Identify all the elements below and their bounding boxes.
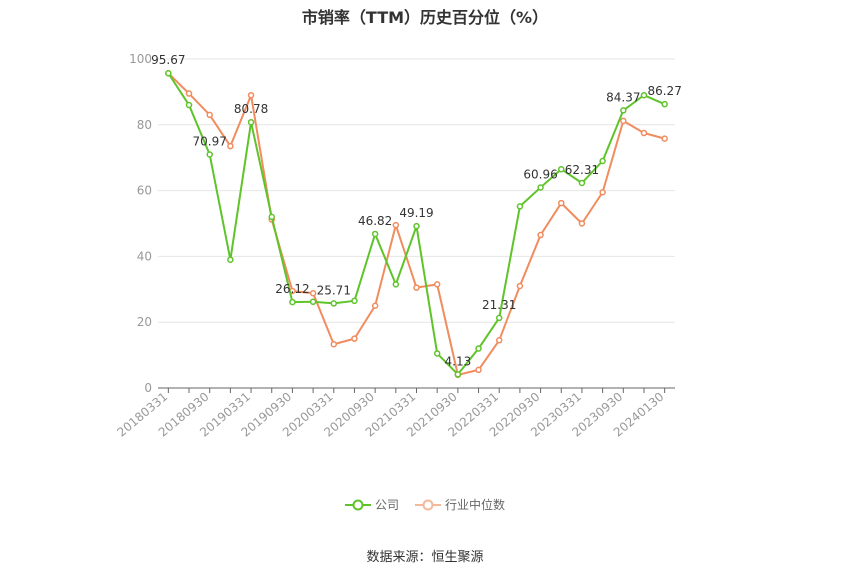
y-tick-label: 0 [144,381,152,395]
data-label: 60.96 [523,167,557,181]
data-label: 95.67 [151,53,185,67]
data-point-company [247,118,255,126]
data-label: 49.19 [399,206,433,220]
data-point-company [578,179,586,187]
data-label: 26.12 [275,282,309,296]
data-point-industry [185,90,193,97]
data-point-industry [227,142,234,150]
data-point-industry [371,302,379,309]
data-point-company [227,256,234,263]
data-point-company [661,100,668,108]
legend-item-industry[interactable]: 行业中位数 [415,496,505,513]
data-labels: 95.67 70.97 80.78 26.12 25.71 46.82 49.19 4.13 2… [151,53,682,368]
data-point-company [537,184,544,191]
data-point-company [185,101,193,109]
data-point-industry [433,281,441,288]
data-point-industry [495,337,503,344]
data-label: 4.13 [445,354,472,368]
data-label: 86.27 [647,84,681,98]
data-point-industry [330,340,338,348]
data-label: 80.78 [234,102,268,116]
data-point-industry [413,284,420,291]
legend: 公司 行业中位数 [0,496,850,513]
chart-title: 市销率（TTM）历史百分位（%） [301,8,549,27]
data-point-company [165,69,172,77]
legend-industry-marker [415,499,441,510]
data-label: 46.82 [358,214,392,228]
axes: 0204060801002018033120180930201903312019… [114,52,675,440]
data-point-industry [351,335,358,342]
data-label: 84.37 [606,90,640,104]
data-point-company [620,107,627,114]
data-point-industry [640,129,648,137]
data-point-company [640,91,648,99]
data-point-company [475,345,482,352]
data-point-company [558,165,565,173]
y-tick-label: 60 [137,184,152,198]
data-point-company [206,151,213,158]
data-point-company [413,222,420,230]
legend-company-marker [344,499,371,510]
y-tick-label: 80 [137,118,152,132]
y-tick-label: 40 [137,249,152,263]
data-label: 21.31 [482,298,516,312]
data-point-industry [309,289,317,297]
legend-company-label: 公司 [374,498,399,512]
data-point-company [268,213,275,221]
data-point-industry [247,91,255,99]
data-label: 62.31 [565,163,599,177]
legend-item-company[interactable]: 公司 [344,496,399,513]
data-point-company [289,298,296,306]
data-point-company [433,350,441,357]
data-point-industry [578,220,586,227]
data-point-industry [516,282,524,290]
data-point-company [599,157,606,165]
data-point-company [392,281,400,288]
data-point-company [454,371,462,378]
data-point-company [495,314,503,322]
data-point-industry [620,117,627,125]
legend-industry-label: 行业中位数 [445,498,506,512]
grid-lines [158,58,675,323]
y-tick-label: 100 [129,52,152,66]
data-point-company [371,230,379,238]
data-point-industry [661,135,668,142]
data-label: 70.97 [193,135,227,149]
data-point-industry [599,188,606,196]
data-point-industry [475,366,482,374]
data-label: 25.71 [317,283,351,297]
data-point-company [516,203,524,210]
data-point-company [330,300,338,307]
source-note: 数据来源：恒生聚源 [366,550,484,565]
data-point-industry [392,221,400,229]
data-point-industry [206,111,213,119]
data-point-industry [558,199,565,207]
data-point-industry [537,231,544,239]
data-point-company [351,297,358,305]
y-tick-label: 20 [137,315,152,329]
data-point-company [309,298,317,306]
series-lines [165,69,668,379]
